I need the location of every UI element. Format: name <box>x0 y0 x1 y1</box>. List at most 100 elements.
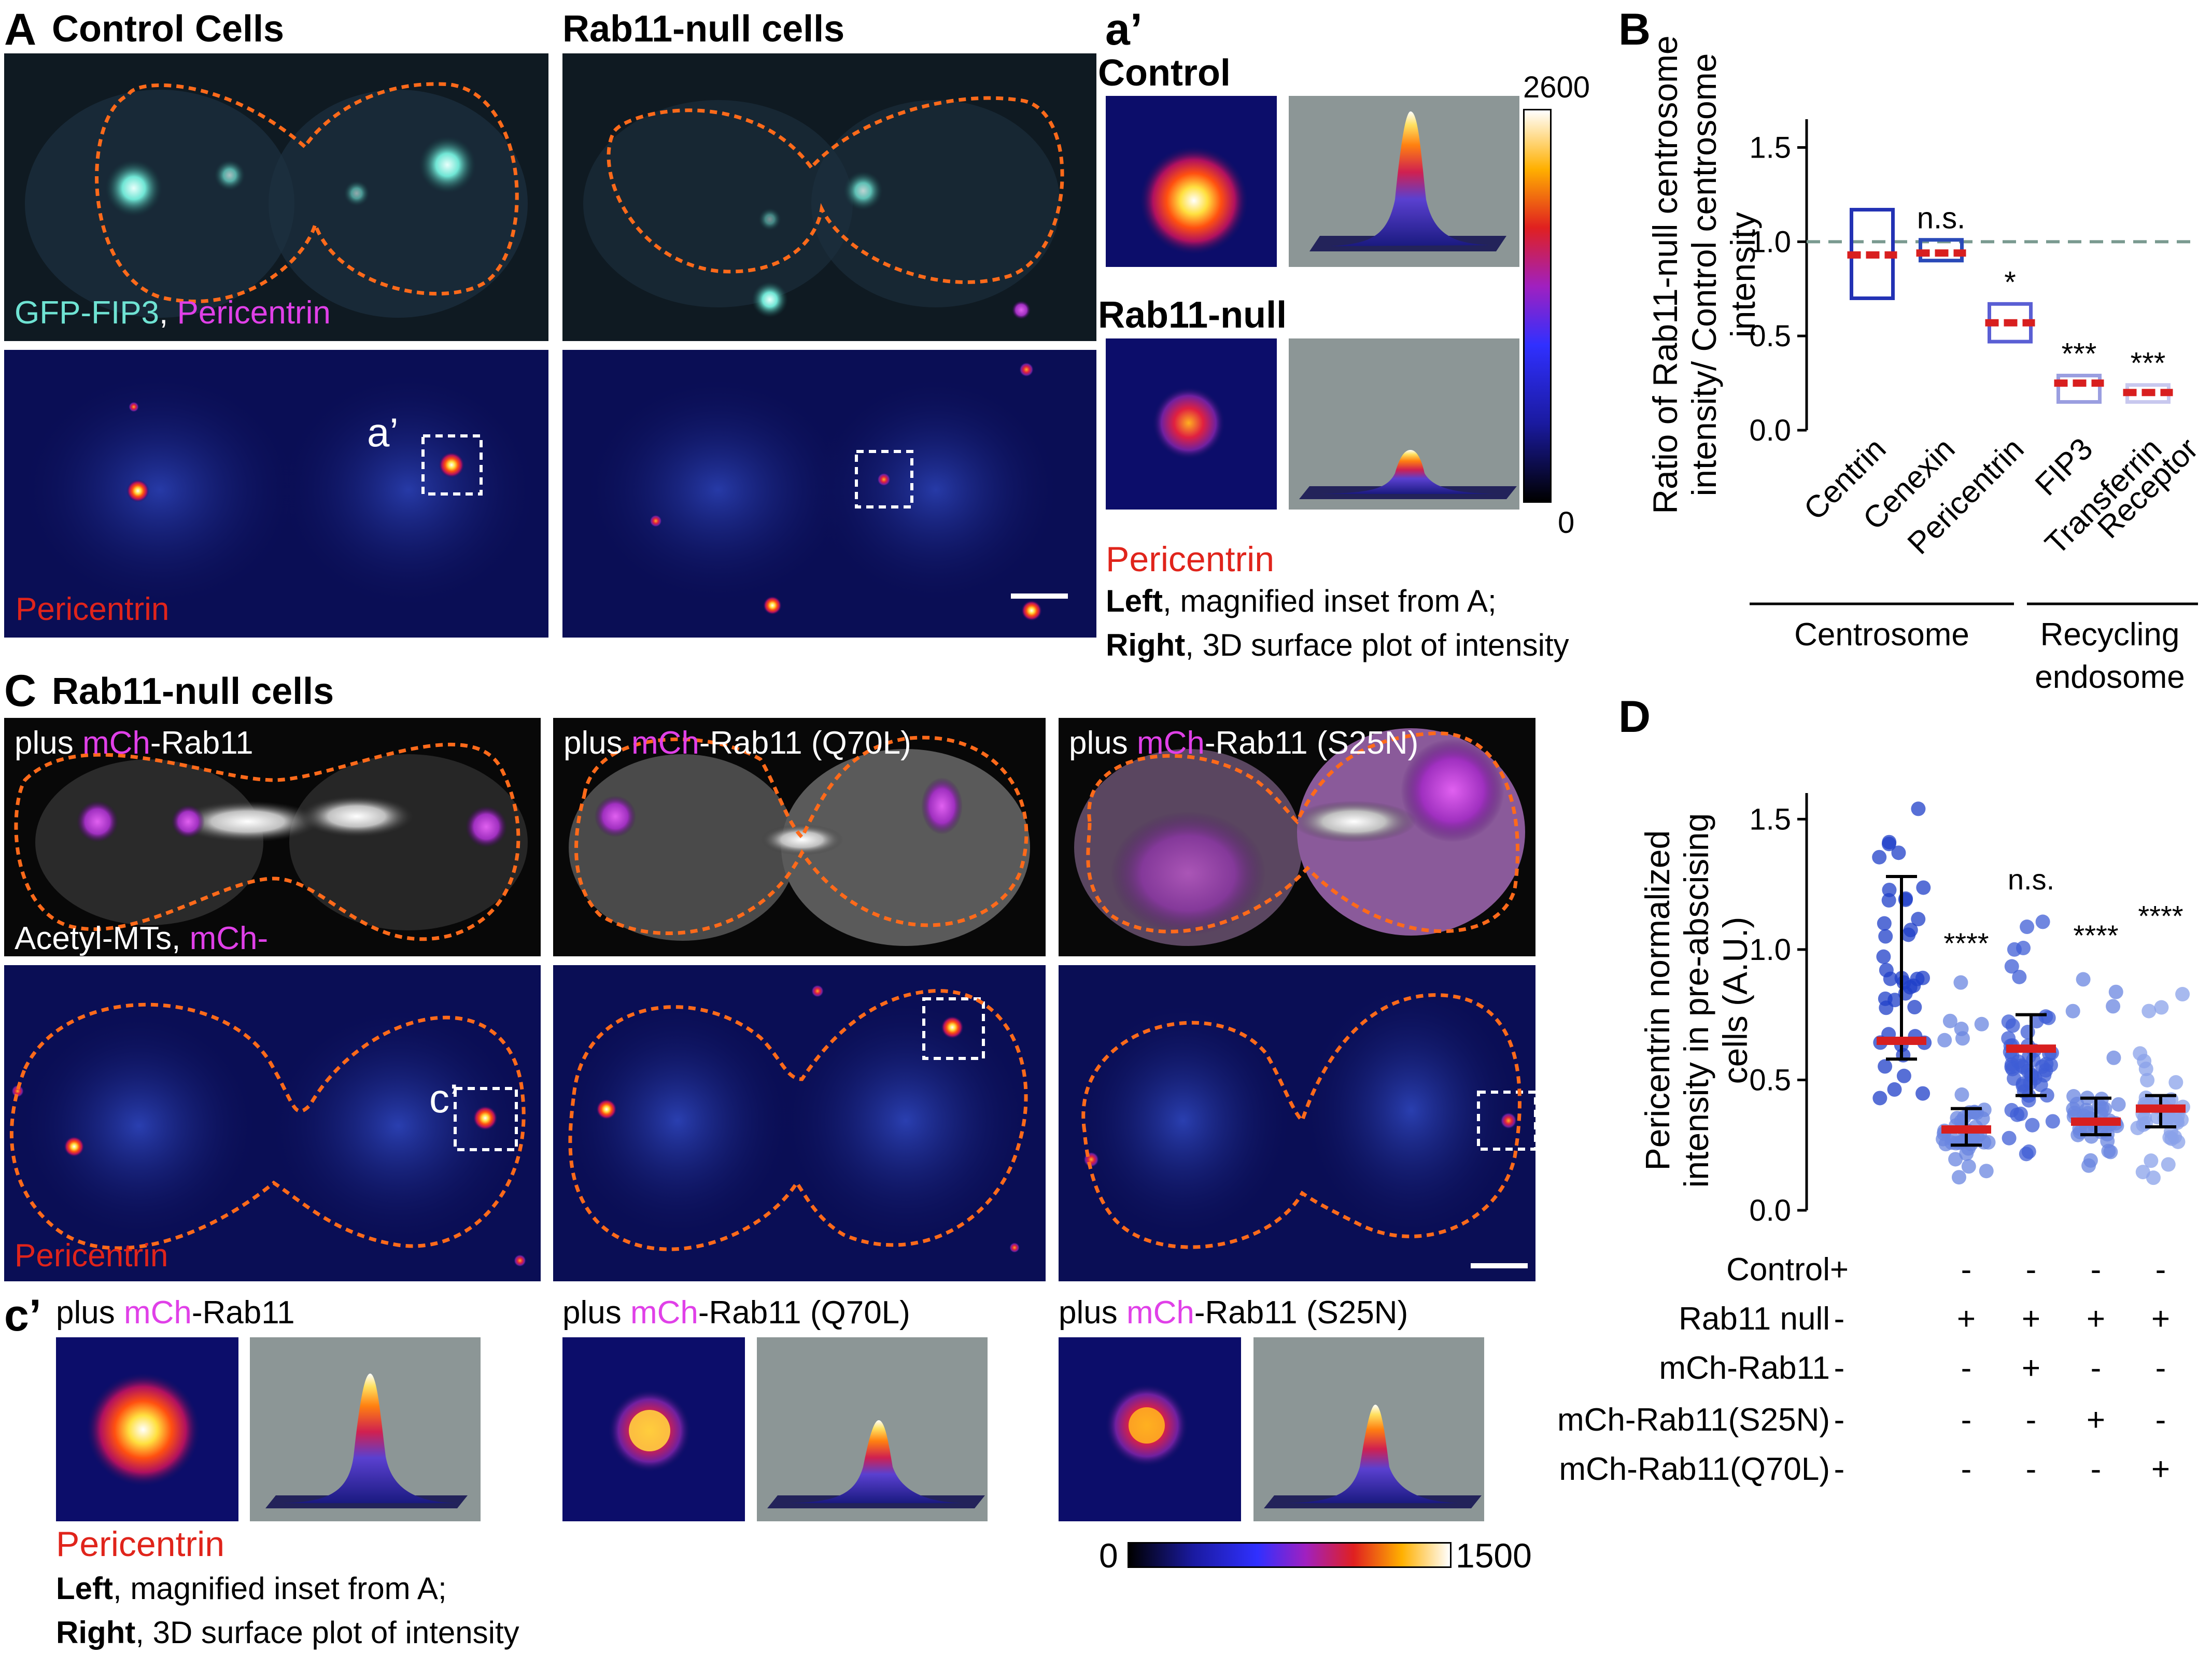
panel-a-title-null: Rab11-null cells <box>562 8 845 50</box>
chart-d-table-cell: + <box>2022 1350 2040 1386</box>
chart-d-table-row-label: mCh-Rab11(S25N) <box>1557 1402 1830 1438</box>
chart-d-point <box>2039 1088 2054 1103</box>
chart-d-significance: n.s. <box>2008 863 2054 896</box>
chart-d-point <box>1942 1013 1957 1028</box>
chart-b-ytick-label: 1.0 <box>1749 225 1791 259</box>
chart-d-point <box>2019 1147 2034 1162</box>
c-prime-rab11-surface <box>250 1337 481 1521</box>
chart-d-point <box>1953 975 1968 990</box>
chart-d-point <box>2137 1110 2152 1125</box>
image-null-gfp-fip3 <box>562 53 1096 341</box>
chart-d-point <box>1937 1033 1952 1048</box>
chart-d-ylabel: Pericentrin normalized <box>1638 830 1676 1171</box>
panel-c-title: Rab11-null cells <box>52 671 334 712</box>
chart-d-point <box>1951 1170 1966 1185</box>
chart-d-ytick-label: 1.5 <box>1749 802 1791 836</box>
image-c-q70l-mts: plus mCh-Rab11 (Q70L) <box>553 718 1046 956</box>
chart-d-point <box>2002 1130 2017 1146</box>
a-prime-null-surface <box>1289 338 1519 510</box>
chart-d-significance: **** <box>1943 927 1989 959</box>
chart-d-point <box>1954 1087 1969 1102</box>
a-prime-control-label: Control <box>1098 52 1231 94</box>
c-prime-caption-left: Left, magnified inset from A; <box>56 1571 447 1606</box>
c-prime-s25n-inset <box>1059 1337 1241 1521</box>
overlay-comma: , <box>159 295 177 331</box>
chart-d-point <box>2041 1010 2056 1025</box>
chart-b-significance: *** <box>2062 337 2097 371</box>
chart-d-point <box>2106 999 2121 1014</box>
image-control-pericentrin: a’ Pericentrin <box>4 350 548 638</box>
chart-d-point <box>1979 1164 1994 1179</box>
chart-d-ytick-label: 1.0 <box>1749 933 1791 967</box>
image-c-s25n-mts: plus mCh-Rab11 (S25N) <box>1059 718 1535 956</box>
chart-d-point <box>1981 1135 1996 1150</box>
chart-d-point <box>1954 1022 1969 1037</box>
c-prime-scale-min: 0 <box>1099 1536 1118 1575</box>
overlay-pericentrin-bottom: Pericentrin <box>16 591 170 627</box>
chart-d-point <box>1975 1111 1990 1126</box>
c-prime-stain-label: Pericentrin <box>56 1524 225 1564</box>
chart-d-point <box>1877 916 1892 931</box>
chart-d-table-cell: - <box>2091 1350 2102 1386</box>
chart-d-table-cell: + <box>2022 1301 2040 1337</box>
chart-d-point <box>2016 1076 2031 1091</box>
chart-d-point <box>1907 1000 1922 1015</box>
panel-label-a: A <box>4 5 37 54</box>
chart-d-table-cell: - <box>1961 1350 1972 1386</box>
chart-b-ytick-label: 0.0 <box>1749 414 1791 447</box>
a-prime-colorbar <box>1523 109 1552 503</box>
chart-d-table-cell: + <box>2087 1402 2105 1438</box>
chart-d-point <box>2066 1089 2081 1104</box>
chart-d-point <box>2011 1054 2026 1069</box>
chart-d-point <box>2140 1072 2155 1087</box>
chart-b-ylabel: Ratio of Rab11-null centrosome <box>1646 35 1684 514</box>
a-prime-stain-label: Pericentrin <box>1106 540 1275 579</box>
chart-d-point <box>1916 880 1931 895</box>
c-prime-rab11-inset <box>56 1337 238 1521</box>
panel-label-a-prime: a’ <box>1105 5 1143 54</box>
chart-d-point <box>2144 1153 2159 1168</box>
chart-d-point <box>2067 1106 2082 1121</box>
image-c-q70l-pericentrin <box>553 965 1046 1281</box>
chart-d-table-cell: + <box>2151 1451 2170 1487</box>
image-c-rab11-mts: plus mCh-Rab11 Acetyl-MTs, mCh- <box>4 718 541 956</box>
chart-d-point <box>1872 850 1887 865</box>
chart-d-table-row-label: mCh-Rab11 <box>1659 1350 1830 1386</box>
chart-d-point <box>2025 1118 2040 1133</box>
chart-d-point <box>1915 1086 1931 1101</box>
panel-label-c-prime: c’ <box>4 1291 41 1340</box>
chart-d-point <box>2111 1097 2126 1112</box>
chart-d-table-cell: - <box>1961 1252 1972 1288</box>
chart-d-point <box>1911 801 1926 816</box>
c-prime-colorbar <box>1128 1542 1452 1568</box>
c-prime-q70l-inset <box>562 1337 745 1521</box>
chart-d-point <box>2020 1025 2035 1040</box>
image-c-rab11-pericentrin: c’ Pericentrin <box>4 965 541 1281</box>
chart-d-point <box>1878 929 1893 944</box>
chart-b-ytick-label: 0.5 <box>1749 319 1791 353</box>
inset-label-a-prime: a’ <box>367 409 399 455</box>
chart-d-point <box>2001 1031 2016 1046</box>
chart-b-group-label: Recycling <box>2040 617 2180 653</box>
chart-d-point <box>1881 893 1896 908</box>
chart-b-svg: 0.0 0.5 1.0 1.5 Ratio of Rab11-null centroso… <box>1646 35 2205 695</box>
chart-d-table-cell: + <box>2087 1301 2105 1337</box>
overlay-pericentrin: Pericentrin <box>177 295 331 331</box>
a-prime-control-inset <box>1106 96 1277 267</box>
chart-d-point <box>1891 845 1906 860</box>
chart-d-point <box>1872 1091 1887 1106</box>
chart-d-point <box>2004 959 2019 974</box>
chart-d-table-row-label: Control <box>1726 1252 1830 1288</box>
c-prime-s25n-surface <box>1253 1337 1484 1521</box>
a-prime-caption-right: Right, 3D surface plot of intensity <box>1106 628 1569 662</box>
chart-d: 0.0 0.5 1.0 1.5 Pericentrin normalized intens… <box>1557 726 2208 1648</box>
chart-d-point <box>2007 942 2022 957</box>
a-prime-caption-left: Left, magnified inset from A; <box>1106 584 1497 618</box>
chart-d-point <box>2175 987 2190 1002</box>
chart-d-point <box>2106 1050 2121 1065</box>
a-prime-null-inset <box>1106 338 1277 510</box>
chart-d-point <box>1903 923 1918 938</box>
c-prime-col3-title: plus mCh-Rab11 (S25N) <box>1059 1295 1408 1331</box>
a-prime-null-label: Rab11-null <box>1098 294 1287 336</box>
image-control-gfp-fip3: GFP-FIP3, Pericentrin <box>4 53 548 341</box>
